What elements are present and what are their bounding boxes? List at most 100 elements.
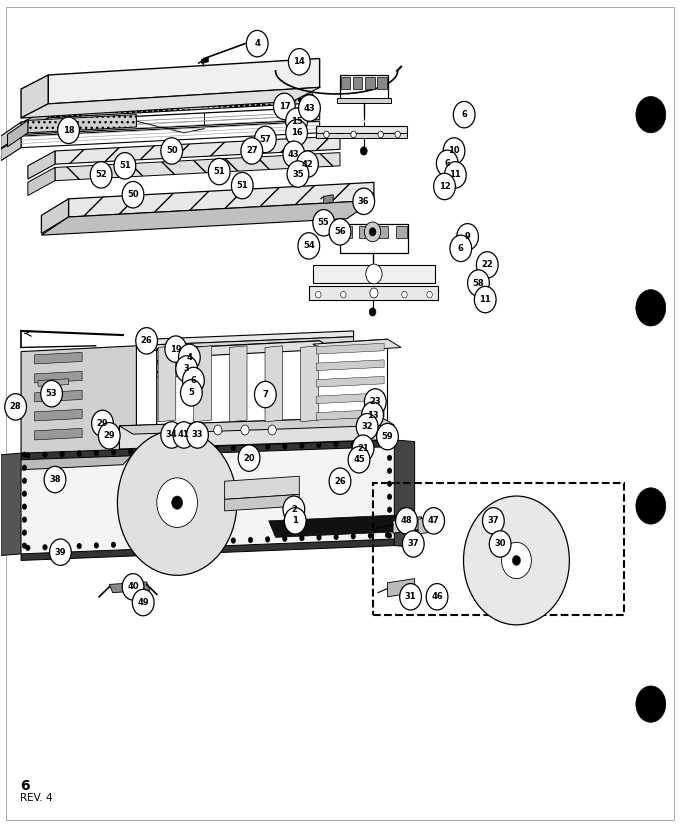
Circle shape	[636, 289, 666, 326]
Circle shape	[163, 447, 167, 453]
Circle shape	[636, 686, 666, 722]
Circle shape	[512, 556, 520, 566]
Circle shape	[395, 131, 401, 138]
Circle shape	[475, 286, 496, 313]
Circle shape	[329, 468, 351, 495]
Text: REV. 4: REV. 4	[20, 793, 52, 803]
Circle shape	[457, 223, 479, 250]
Circle shape	[387, 494, 392, 500]
Polygon shape	[28, 168, 55, 195]
Text: 46: 46	[431, 592, 443, 601]
Circle shape	[298, 232, 320, 259]
Polygon shape	[150, 331, 354, 345]
Circle shape	[468, 270, 490, 296]
Circle shape	[360, 147, 367, 155]
Polygon shape	[301, 346, 318, 422]
Circle shape	[400, 584, 422, 610]
Circle shape	[60, 543, 65, 549]
Circle shape	[334, 534, 339, 540]
Circle shape	[41, 380, 63, 407]
Text: 26: 26	[334, 476, 346, 485]
Text: 48: 48	[401, 516, 412, 525]
Circle shape	[324, 131, 329, 138]
Circle shape	[161, 422, 182, 448]
Circle shape	[231, 445, 236, 451]
Polygon shape	[341, 226, 352, 238]
Circle shape	[292, 510, 296, 515]
Circle shape	[178, 344, 200, 370]
Text: 18: 18	[63, 126, 74, 135]
Circle shape	[146, 448, 150, 454]
Circle shape	[387, 481, 392, 486]
Polygon shape	[360, 226, 371, 238]
Text: 22: 22	[481, 261, 493, 270]
Circle shape	[348, 447, 370, 473]
Text: 53: 53	[46, 390, 57, 398]
Circle shape	[316, 291, 321, 298]
Polygon shape	[337, 98, 391, 103]
Circle shape	[22, 465, 27, 471]
Circle shape	[22, 490, 27, 496]
Polygon shape	[394, 440, 415, 547]
Polygon shape	[150, 337, 354, 351]
Circle shape	[273, 93, 295, 120]
Text: 13: 13	[367, 411, 378, 419]
Text: 51: 51	[214, 167, 225, 176]
Bar	[373, 483, 624, 615]
Polygon shape	[341, 78, 350, 89]
Text: 55: 55	[318, 218, 330, 227]
Text: 36: 36	[358, 197, 369, 206]
Polygon shape	[340, 75, 388, 102]
Circle shape	[356, 414, 378, 440]
Polygon shape	[21, 122, 320, 148]
Circle shape	[299, 95, 320, 122]
Polygon shape	[316, 360, 384, 370]
Polygon shape	[109, 582, 150, 593]
Circle shape	[284, 508, 306, 534]
Circle shape	[477, 251, 498, 278]
Circle shape	[99, 423, 120, 449]
Text: 47: 47	[428, 516, 439, 525]
Polygon shape	[388, 579, 415, 597]
Polygon shape	[316, 127, 407, 133]
Circle shape	[241, 138, 262, 165]
Text: 21: 21	[357, 443, 369, 452]
Circle shape	[636, 97, 666, 133]
Circle shape	[366, 264, 382, 284]
Circle shape	[146, 541, 150, 547]
Circle shape	[353, 188, 375, 214]
Circle shape	[364, 222, 381, 241]
Circle shape	[77, 451, 82, 457]
Circle shape	[248, 537, 253, 543]
Circle shape	[329, 218, 351, 245]
Circle shape	[22, 517, 27, 523]
Circle shape	[22, 530, 27, 536]
Polygon shape	[393, 517, 422, 533]
Polygon shape	[7, 451, 137, 471]
Text: 50: 50	[166, 146, 177, 155]
Polygon shape	[35, 371, 82, 383]
Polygon shape	[7, 121, 28, 147]
Text: 57: 57	[260, 135, 271, 144]
Polygon shape	[194, 346, 211, 422]
Circle shape	[351, 533, 356, 539]
Circle shape	[133, 590, 154, 616]
Polygon shape	[377, 226, 388, 238]
Polygon shape	[309, 285, 439, 299]
Circle shape	[214, 425, 222, 435]
Text: 2: 2	[291, 504, 296, 514]
Text: 5: 5	[188, 389, 194, 397]
Text: 11: 11	[449, 170, 461, 179]
Text: 43: 43	[304, 103, 316, 112]
Circle shape	[445, 162, 466, 188]
Text: 37: 37	[407, 539, 419, 548]
Polygon shape	[35, 352, 82, 364]
Text: 50: 50	[127, 190, 139, 199]
Text: 39: 39	[54, 547, 66, 557]
Circle shape	[22, 452, 27, 457]
Text: 52: 52	[95, 170, 107, 179]
Polygon shape	[28, 151, 55, 179]
Circle shape	[369, 308, 376, 316]
Polygon shape	[201, 58, 208, 64]
Circle shape	[58, 117, 80, 144]
